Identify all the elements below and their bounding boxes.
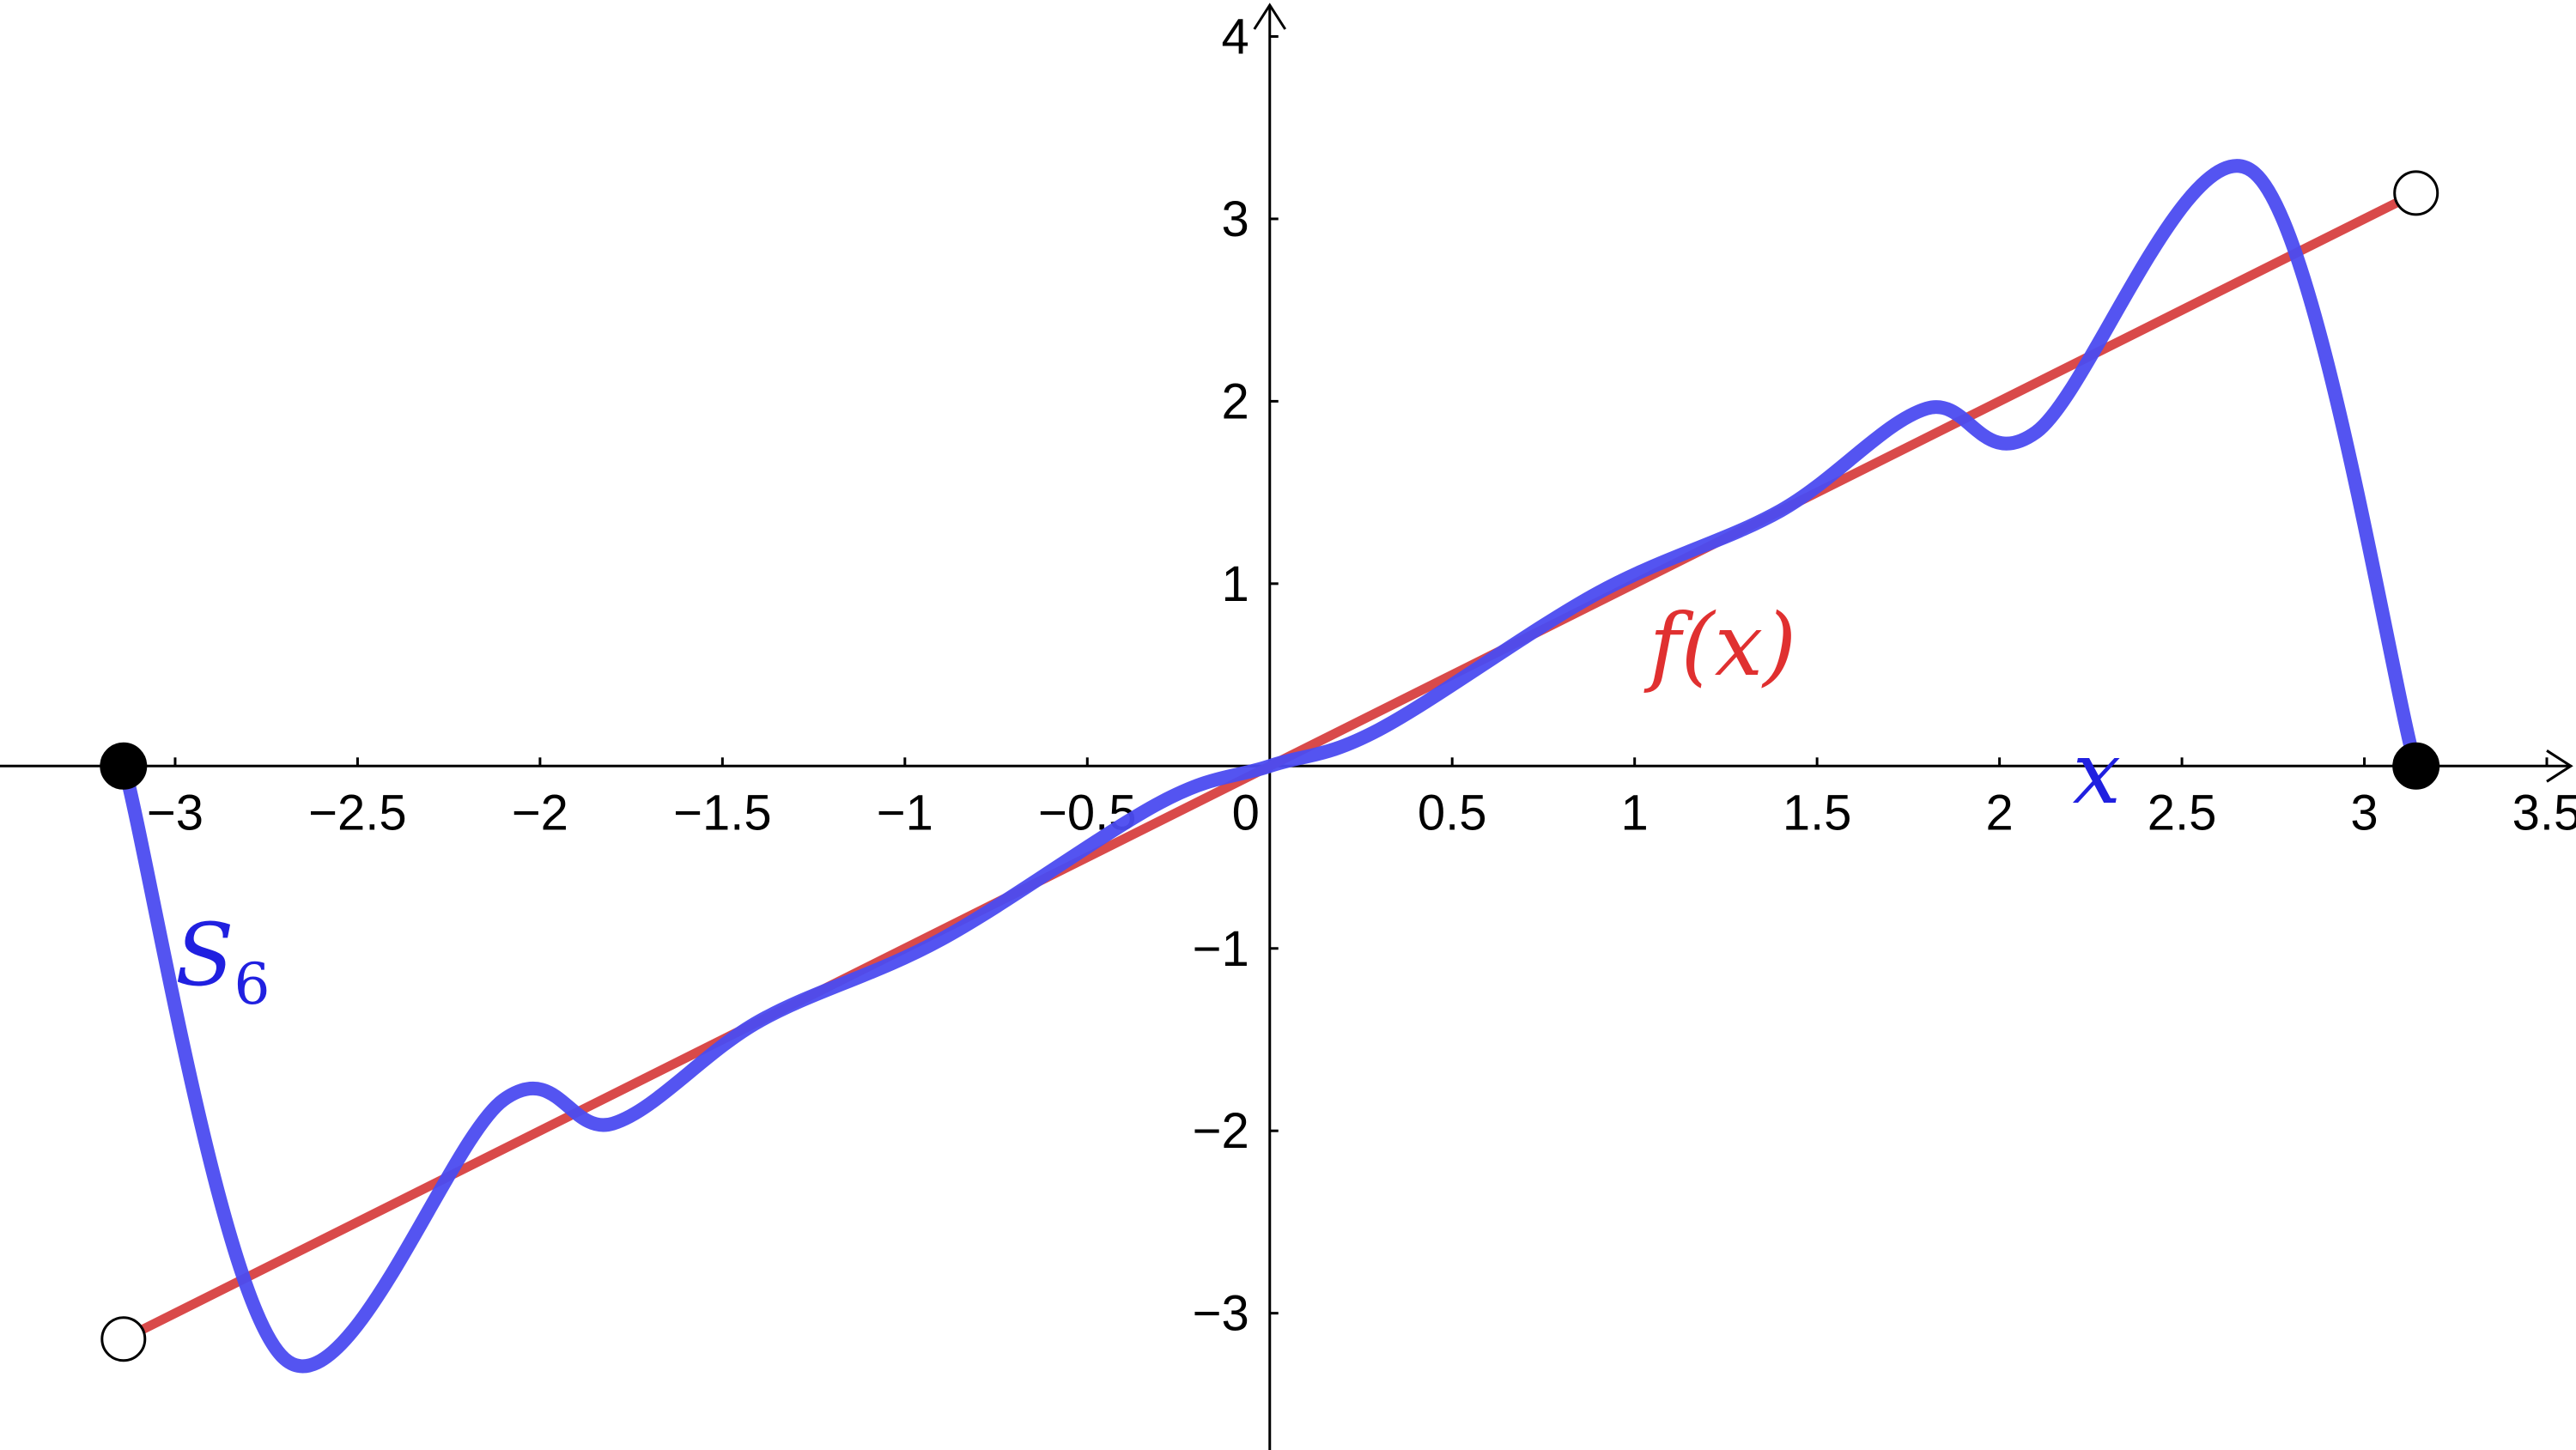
x-tick-label: −1.5 [673,785,772,840]
y-tick-label: 2 [1221,373,1249,429]
series-layer [117,159,2423,1374]
open-endpoint [2393,170,2439,216]
x-tick-label: −1 [877,785,933,840]
tick-labels: −3 −2.5 −2 −1.5 −1 −0.5 0 0.5 1 1.5 2 2.5 3 3.5−3−2−1… [147,9,2576,1341]
annotation-labels: f(x) x S6 [175,595,2121,1017]
open-endpoint [100,1316,147,1362]
x-axis-title: x [2073,723,2121,823]
series-line-s6 [117,159,2423,1374]
x-tick-label: 2 [1985,785,2013,840]
y-tick-label: −3 [1193,1286,1249,1342]
x-tick-label: 2.5 [2148,785,2217,840]
y-axis-arrow [1253,3,1287,30]
y-tick-label: −2 [1193,1103,1249,1159]
y-tick-label: 4 [1221,9,1249,64]
filled-endpoint [100,742,148,790]
x-tick-label: 3.5 [2512,785,2576,840]
y-tick-label: 1 [1221,556,1249,612]
axes [0,3,2573,1450]
y-tick-label: −1 [1193,921,1249,977]
x-tick-label: −2 [512,785,568,840]
x-tick-label: −3 [147,785,204,840]
series-label-f: f(x) [1643,595,1796,695]
filled-endpoint [2392,742,2440,790]
y-tick-label: 3 [1221,191,1249,247]
x-tick-label: 0 [1232,785,1260,840]
x-tick-label: −2.5 [308,785,407,840]
series-label-subscript: 6 [234,951,270,1017]
series-label-s6: S6 [175,905,270,1017]
x-tick-label: 1 [1621,785,1649,840]
x-tick-label: 3 [2350,785,2378,840]
x-tick-label: 1.5 [1783,785,1852,840]
x-tick-label: 0.5 [1418,785,1487,840]
x-axis-arrow [2546,749,2573,783]
endpoint-markers [100,170,2440,1362]
